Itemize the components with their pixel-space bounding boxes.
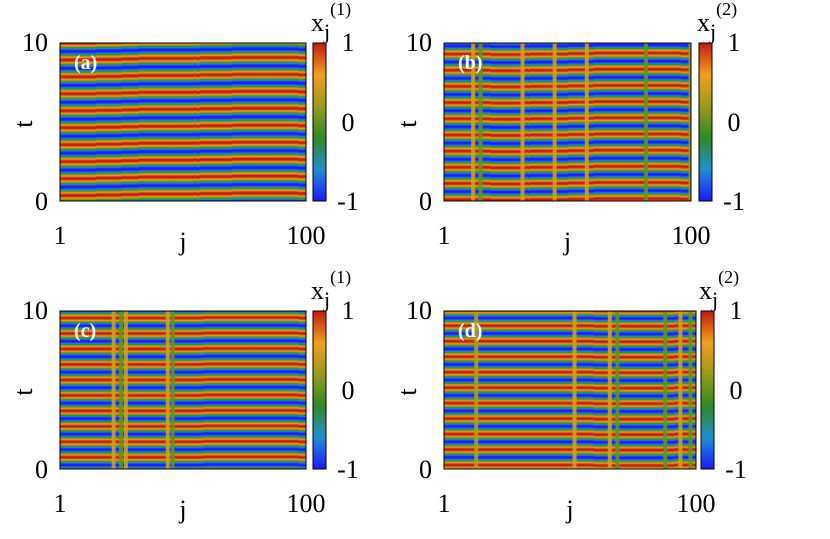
x-axis-label: j <box>178 227 186 256</box>
x-tick-label: 1 <box>438 221 451 250</box>
x-axis-label: j <box>178 495 186 524</box>
defect-column <box>678 311 683 469</box>
colorbar <box>698 42 713 202</box>
plot-frame <box>443 310 697 470</box>
defect-column <box>119 311 123 469</box>
colorbar-tick-label: 1 <box>730 296 743 325</box>
heatmap-field <box>60 43 306 201</box>
heatmap-stripes <box>444 311 696 469</box>
x-tick-label: 1 <box>438 489 451 518</box>
x-tick-label: 100 <box>672 221 711 250</box>
defect-column <box>584 43 589 201</box>
colorbar-tick-label: 0 <box>730 376 743 405</box>
plot-frame <box>59 310 307 470</box>
x-tick-label: 1 <box>54 489 67 518</box>
colorbar <box>312 42 327 202</box>
heatmap-stripes <box>60 311 306 469</box>
y-tick-label: 10 <box>406 296 432 325</box>
heatmap-stripes <box>60 43 306 201</box>
defect-column <box>111 311 116 469</box>
colorbar-tick-label: -1 <box>723 187 745 216</box>
y-tick-label: 10 <box>406 28 432 57</box>
y-tick-label: 0 <box>35 187 48 216</box>
defect-column <box>572 311 577 469</box>
x-tick-label: 1 <box>54 221 67 250</box>
y-tick-label: 0 <box>35 455 48 484</box>
defect-column <box>688 311 693 469</box>
plot-frame <box>59 42 307 202</box>
defect-column <box>615 311 620 469</box>
x-tick-label: 100 <box>287 221 326 250</box>
y-tick-label: 10 <box>22 28 48 57</box>
colorbar-tick-label: 0 <box>342 376 355 405</box>
colorbar-title: xj(1) <box>311 0 351 44</box>
x-tick-label: 100 <box>677 489 716 518</box>
colorbar-tick-label: -1 <box>725 455 747 484</box>
y-tick-label: 0 <box>419 187 432 216</box>
defect-column <box>478 43 483 201</box>
y-tick-label: 10 <box>22 296 48 325</box>
defect-column <box>471 43 476 201</box>
panel-a: (a) 10 0 t 1 100 j 1 0 -1 xj(1) <box>0 0 415 269</box>
colorbar-tick-label: 0 <box>342 108 355 137</box>
x-axis-label: j <box>565 495 573 524</box>
colorbar-title: xj(2) <box>697 0 737 44</box>
defect-column <box>688 43 691 201</box>
defect-column <box>520 43 525 201</box>
colorbar-tick-label: -1 <box>337 187 359 216</box>
heatmap-stripes <box>444 43 691 201</box>
panel-label: (b) <box>458 52 482 74</box>
colorbar <box>700 310 715 470</box>
defect-column <box>123 311 128 469</box>
colorbar-tick-label: 0 <box>728 108 741 137</box>
y-axis-label: t <box>393 388 422 396</box>
heatmap-field <box>444 43 691 201</box>
panel-label: (a) <box>74 52 97 74</box>
panel-b: (b) 10 0 t 1 100 j 1 0 -1 xj(2) <box>387 0 830 269</box>
y-axis-label: t <box>393 120 422 128</box>
colorbar-tick-label: 1 <box>342 28 355 57</box>
panel-label: (c) <box>74 320 96 342</box>
y-tick-label: 0 <box>419 455 432 484</box>
colorbar-tick-label: 1 <box>342 296 355 325</box>
defect-column <box>552 43 557 201</box>
plot-frame <box>443 42 692 202</box>
y-axis-label: t <box>9 388 38 396</box>
heatmap-field <box>60 311 306 469</box>
x-tick-label: 100 <box>287 489 326 518</box>
colorbar-title: xj(2) <box>699 267 739 312</box>
defect-column <box>165 311 170 469</box>
panel-d: (d) 10 0 t 1 100 j 1 0 -1 xj(2) <box>387 267 830 539</box>
x-axis-label: j <box>563 227 571 256</box>
colorbar-tick-label: 1 <box>728 28 741 57</box>
colorbar-tick-label: -1 <box>337 455 359 484</box>
colorbar <box>312 310 327 470</box>
defect-column <box>170 311 175 469</box>
defect-column <box>663 311 668 469</box>
panel-label: (d) <box>458 320 482 342</box>
defect-column <box>474 311 479 469</box>
colorbar-title: xj(1) <box>311 267 351 312</box>
y-axis-label: t <box>9 120 38 128</box>
defect-column <box>644 43 649 201</box>
panel-c: (c) 10 0 t 1 100 j 1 0 -1 xj(1) <box>0 267 415 539</box>
heatmap-field <box>444 311 696 469</box>
defect-column <box>607 311 612 469</box>
